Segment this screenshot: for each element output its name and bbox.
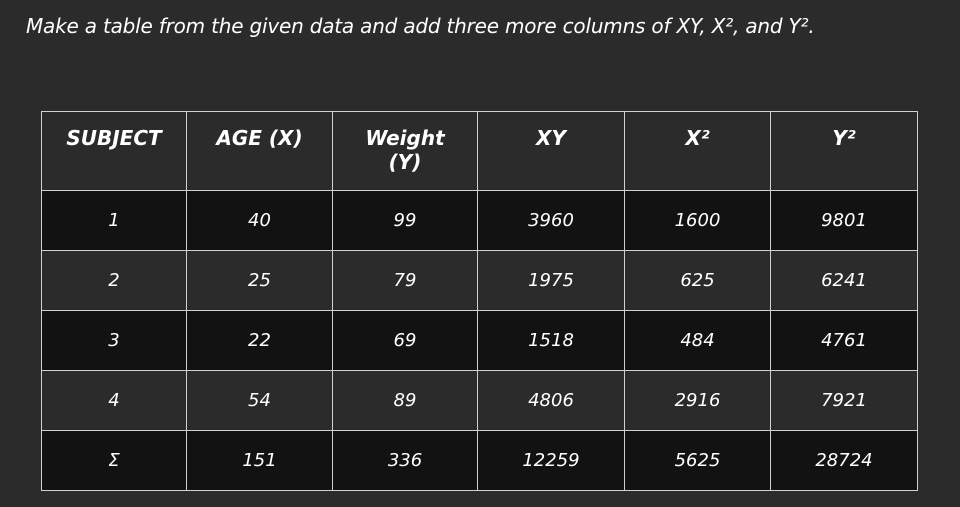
- header-weight-line1: Weight: [365, 126, 445, 150]
- cell-sum-age: 151: [186, 430, 333, 491]
- header-subject: SUBJECT: [41, 111, 187, 191]
- cell-age: 22: [186, 310, 333, 371]
- table-row: 2 25 79 1975 625 6241: [41, 250, 918, 311]
- cell-subject: 1: [41, 190, 187, 251]
- cell-y2: 6241: [770, 250, 918, 311]
- cell-xy: 4806: [477, 370, 625, 431]
- table-row: 3 22 69 1518 484 4761: [41, 310, 918, 371]
- cell-weight: 89: [332, 370, 478, 431]
- cell-age: 25: [186, 250, 333, 311]
- cell-xy: 3960: [477, 190, 625, 251]
- cell-sum-xy: 12259: [477, 430, 625, 491]
- table-row: 1 40 99 3960 1600 9801: [41, 190, 918, 251]
- cell-sum-symbol: Σ: [41, 430, 187, 491]
- cell-weight: 69: [332, 310, 478, 371]
- cell-x2: 2916: [624, 370, 771, 431]
- header-weight: Weight (Y): [332, 111, 478, 191]
- question-prompt: Make a table from the given data and add…: [26, 14, 815, 38]
- header-xy: XY: [477, 111, 625, 191]
- table-row: 4 54 89 4806 2916 7921: [41, 370, 918, 431]
- header-y2: Y²: [770, 111, 918, 191]
- header-weight-line2: (Y): [388, 150, 422, 174]
- header-age: AGE (X): [186, 111, 333, 191]
- cell-weight: 99: [332, 190, 478, 251]
- cell-y2: 4761: [770, 310, 918, 371]
- cell-x2: 1600: [624, 190, 771, 251]
- cell-y2: 7921: [770, 370, 918, 431]
- cell-age: 40: [186, 190, 333, 251]
- data-table: SUBJECT AGE (X) Weight (Y) XY X² Y² 1 40…: [41, 111, 918, 491]
- cell-age: 54: [186, 370, 333, 431]
- table-sum-row: Σ 151 336 12259 5625 28724: [41, 430, 918, 491]
- cell-weight: 79: [332, 250, 478, 311]
- cell-sum-x2: 5625: [624, 430, 771, 491]
- cell-y2: 9801: [770, 190, 918, 251]
- cell-sum-weight: 336: [332, 430, 478, 491]
- cell-xy: 1975: [477, 250, 625, 311]
- cell-xy: 1518: [477, 310, 625, 371]
- cell-subject: 4: [41, 370, 187, 431]
- header-x2: X²: [624, 111, 771, 191]
- table-header-row: SUBJECT AGE (X) Weight (Y) XY X² Y²: [41, 111, 918, 191]
- cell-x2: 625: [624, 250, 771, 311]
- cell-sum-y2: 28724: [770, 430, 918, 491]
- cell-subject: 2: [41, 250, 187, 311]
- cell-x2: 484: [624, 310, 771, 371]
- cell-subject: 3: [41, 310, 187, 371]
